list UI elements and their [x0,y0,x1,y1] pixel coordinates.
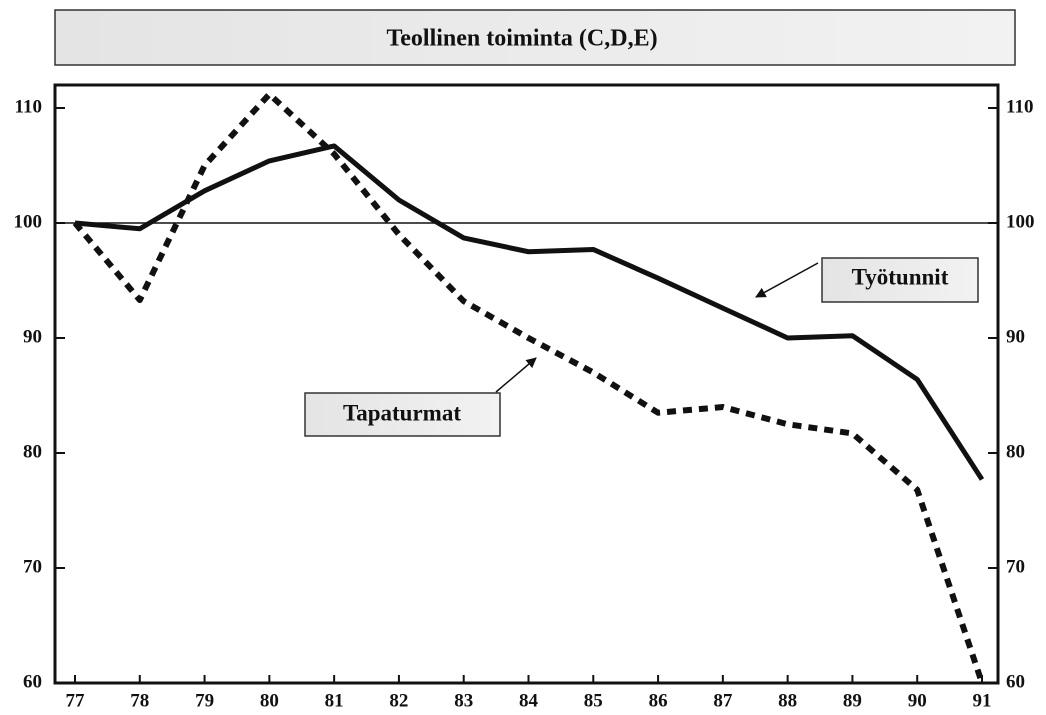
y-tick-label: 60 [23,671,42,692]
y-tick-label: 70 [23,556,42,577]
y2-tick-label: 90 [1006,326,1025,347]
x-tick-label: 87 [713,690,733,711]
y2-tick-label: 80 [1006,441,1025,462]
x-tick-label: 80 [260,690,279,711]
y2-tick-label: 100 [1006,211,1035,232]
y-tick-label: 100 [14,211,43,232]
x-tick-label: 81 [325,690,344,711]
annotation-box [304,392,501,437]
annotation-arrow [755,262,819,298]
y-tick-label: 80 [23,441,42,462]
y2-tick-label: 110 [1006,96,1033,117]
x-tick-label: 77 [66,690,86,711]
x-tick-label: 86 [649,690,668,711]
x-tick-label: 78 [130,690,149,711]
annotation-arrow [495,357,537,393]
annotation: Tapaturmat [343,400,461,425]
y-tick-label: 90 [23,326,42,347]
x-tick-label: 83 [454,690,473,711]
title-box [54,9,1016,66]
series-line [74,143,985,481]
x-tick-label: 89 [843,690,862,711]
plot-frame [53,83,1000,685]
y2-tick-label: 60 [1006,671,1025,692]
x-tick-label: 84 [519,690,539,711]
series-line [72,91,985,684]
x-tick-label: 91 [973,690,992,711]
annotation: Työtunnit [852,264,949,289]
y2-tick-label: 70 [1006,556,1025,577]
chart-title: Teollinen toiminta (C,D,E) [386,26,657,52]
x-tick-label: 90 [908,690,927,711]
x-tick-label: 79 [195,690,214,711]
y-tick-label: 110 [15,96,42,117]
annotation-box [821,257,979,303]
x-tick-label: 82 [389,690,408,711]
x-tick-label: 88 [778,690,797,711]
x-tick-label: 85 [584,690,603,711]
